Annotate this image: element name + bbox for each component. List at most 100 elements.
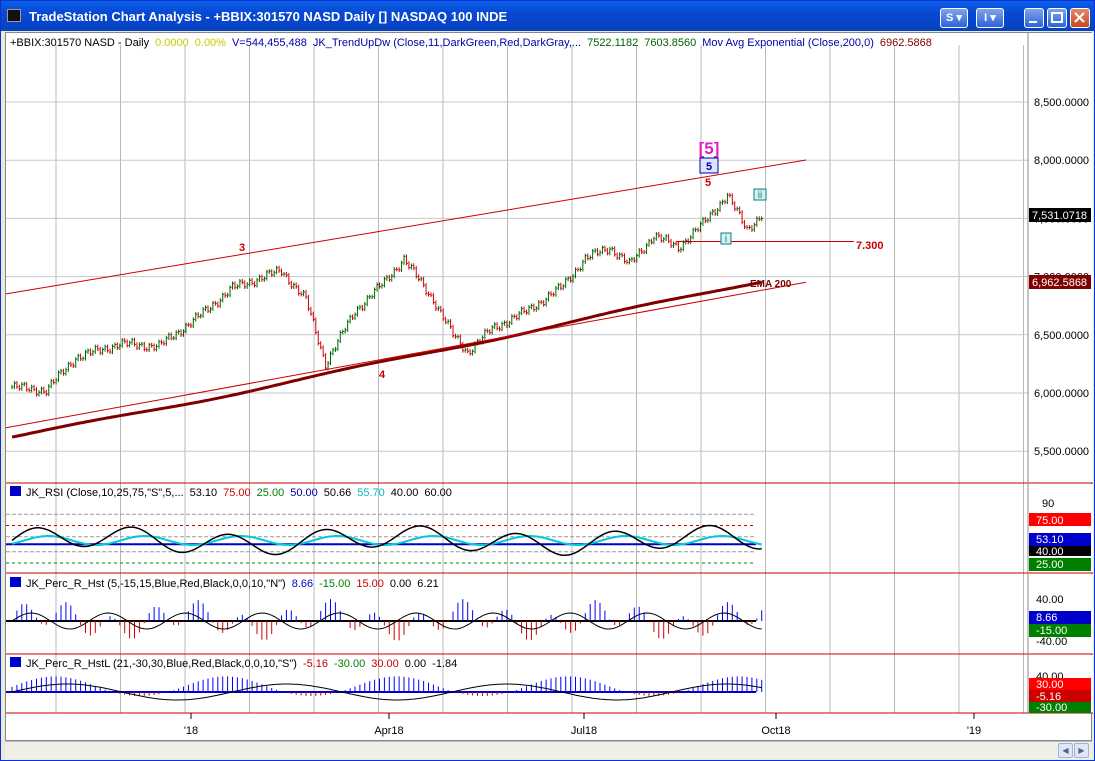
chart-area[interactable]: 8,500.00008,000.00007,500.00007,000.0000… [5, 32, 1093, 742]
rsi-header-item: 50.66 [324, 487, 352, 499]
x-axis-label: Apr18 [374, 725, 403, 737]
perc-current-marker [1029, 611, 1091, 624]
chart-svg[interactable]: 8,500.00008,000.00007,500.00007,000.0000… [6, 33, 1093, 742]
ema-marker [1029, 275, 1091, 289]
price-header-item: 0.0000 [155, 37, 189, 49]
wave-5-label: 5 [705, 177, 711, 189]
y-tick-label: 8,500.0000 [1034, 97, 1089, 109]
ema-200-line [11, 280, 763, 439]
wave-5-bracket-label: [5] [699, 139, 720, 158]
rsi-25-marker [1029, 558, 1091, 571]
rsi-75-label: 75.00 [1036, 515, 1064, 527]
price-header-item: 7603.8560 [644, 37, 696, 49]
price-header-item: +BBIX:301570 NASD - Daily [10, 37, 150, 49]
rsi-header-icon [10, 486, 21, 496]
wave-ii-box [753, 188, 767, 201]
percl-30-low-marker [1029, 702, 1091, 713]
y-tick-label: 8,000.0000 [1034, 155, 1089, 167]
i-menu-button[interactable]: I ▾ [976, 8, 1004, 28]
rsi-40-label: 40.00 [1036, 546, 1064, 558]
horizontal-scrollbar[interactable]: ◀ ▶ [5, 741, 1092, 759]
perc-signal-line [11, 612, 762, 630]
channel-lower-line [6, 281, 807, 429]
perc-header-icon [10, 577, 21, 587]
perc-15-label: -15.00 [1036, 625, 1067, 637]
panel-bg-3 [6, 655, 1093, 713]
percl-header-item: 0.00 [405, 658, 426, 670]
title-bar[interactable]: TradeStation Chart Analysis - +BBIX:3015… [1, 1, 1094, 31]
s-menu-label: S [946, 12, 954, 24]
rsi-75-marker [1029, 513, 1091, 526]
ema-value-label: 6,962.5868 [1032, 277, 1087, 289]
scroll-left-icon[interactable]: ◀ [1058, 743, 1073, 758]
close-button[interactable] [1070, 8, 1090, 28]
panel-bg-2 [6, 574, 1093, 654]
wave-3-label: 3 [239, 242, 245, 254]
price-header-item: Mov Avg Exponential (Close,200,0) [702, 37, 874, 49]
s-menu-button[interactable]: S ▾ [940, 8, 968, 28]
percl-30-label: 30.00 [1036, 679, 1064, 691]
perc-y-tick: 40.00 [1036, 594, 1064, 606]
maximize-button[interactable] [1047, 8, 1067, 28]
rsi-40-marker [1029, 546, 1091, 556]
rsi-header-item: 75.00 [223, 487, 251, 499]
price-header-item: 6962.5868 [880, 37, 932, 49]
percl-30-marker [1029, 678, 1091, 690]
perc-15-marker [1029, 624, 1091, 637]
rsi-header-item: 60.00 [424, 487, 452, 499]
percl-30-low-label: -30.00 [1036, 702, 1067, 714]
panel-bg-1 [6, 484, 1093, 573]
rsi-y-tick: 90 [1042, 498, 1054, 510]
minimize-button[interactable] [1024, 8, 1044, 28]
scroll-right-icon[interactable]: ▶ [1074, 743, 1089, 758]
percl-header-item: -5.16 [303, 658, 328, 670]
y-tick-label: 5,500.0000 [1034, 446, 1089, 458]
perc-y-tick: -40.00 [1036, 636, 1067, 648]
rsi-header-item: 53.10 [190, 487, 218, 499]
rsi-avg-line [11, 535, 762, 547]
price-header-item: JK_TrendUpDw (Close,11,DarkGreen,Red,Dar… [313, 37, 581, 49]
perc-header-item: 6.21 [417, 578, 438, 590]
percl-header-item: -30.00 [334, 658, 365, 670]
close-icon [1074, 12, 1085, 23]
rsi-current-marker [1029, 533, 1091, 546]
rsi-header-item: 50.00 [290, 487, 318, 499]
wave-4-label: 4 [379, 369, 386, 381]
percl-header-item: -1.84 [432, 658, 457, 670]
wave-5-box [699, 157, 719, 174]
price-header-item: 7522.1182 [587, 37, 638, 49]
wave-i-label: i [725, 234, 727, 245]
last-price-marker [1029, 208, 1091, 222]
x-axis-label: '19 [967, 725, 981, 737]
x-axis-label: '18 [184, 725, 198, 737]
perc-header-item: 8.66 [292, 578, 313, 590]
maximize-icon [1051, 12, 1063, 23]
percl-header-icon [10, 657, 21, 667]
rsi-header-item: 25.00 [257, 487, 285, 499]
y-tick-label: 6,500.0000 [1034, 330, 1089, 342]
percl-current-marker [1029, 690, 1091, 702]
wave-5-circled-label: 5 [706, 161, 712, 173]
rsi-line [11, 524, 762, 557]
x-axis-label: Jul18 [571, 725, 597, 737]
perc-header-item: -15.00 [319, 578, 350, 590]
price-header-item: 0.00% [195, 37, 226, 49]
y-tick-label: 6,000.0000 [1034, 388, 1089, 400]
perc-header-item: JK_Perc_R_Hst (5,-15,15,Blue,Red,Black,0… [26, 578, 286, 590]
percl-header-item: 30.00 [371, 658, 399, 670]
window-title: TradeStation Chart Analysis - +BBIX:3015… [29, 9, 508, 24]
level-7300-label: 7.300 [856, 240, 884, 252]
minimize-icon [1029, 21, 1037, 23]
panel-bg-0 [6, 33, 1093, 483]
perc-current-label: 8.66 [1036, 612, 1057, 624]
ema-200-label: EMA 200 [750, 279, 792, 290]
rsi-current-label: 53.10 [1036, 534, 1064, 546]
percl-current-label: -5.16 [1036, 691, 1061, 703]
wave-ii-label: ii [758, 190, 762, 201]
wave-i-box [720, 232, 732, 245]
last-price-label: 7,531.0718 [1032, 210, 1087, 222]
percl-signal-line [11, 683, 762, 701]
app-icon[interactable] [7, 9, 21, 22]
price-bars [11, 192, 764, 397]
